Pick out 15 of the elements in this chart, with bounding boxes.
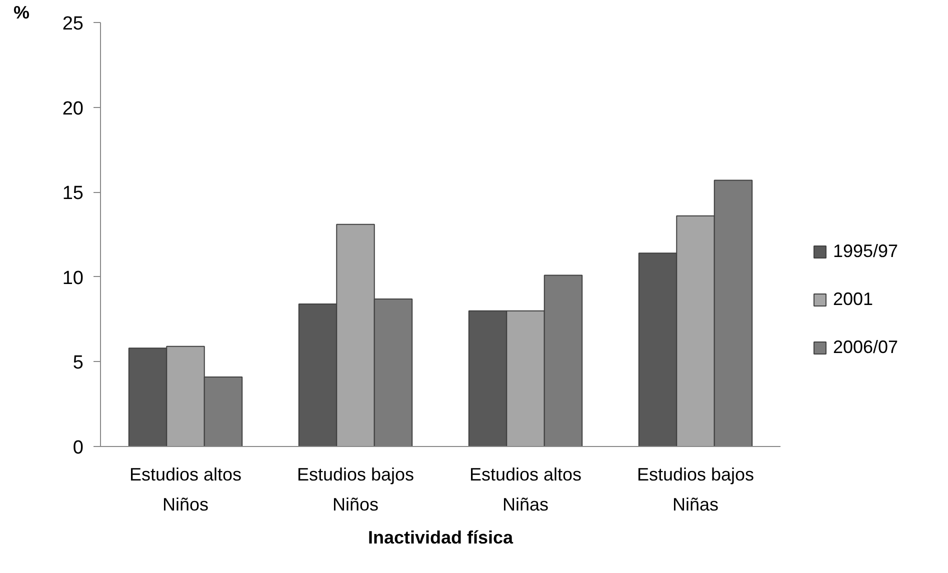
x-tick-label: Estudios bajos Niñas — [636, 464, 754, 514]
y-tick-label: 10 — [62, 268, 84, 289]
y-tick-label: 5 — [72, 352, 84, 374]
x-tick-label: Estudios altos Niñas — [469, 464, 582, 514]
y-tick-label: 0 — [72, 438, 84, 458]
x-axis-title: Inactividad física — [368, 528, 514, 548]
y-axis-title: % — [14, 2, 30, 22]
y-tick-label: 15 — [62, 183, 84, 204]
legend-label: 1995/97 — [833, 241, 898, 262]
x-tick-label: Estudios altos Niños — [129, 464, 242, 514]
y-tick-label: 20 — [62, 98, 84, 120]
y-tick-label: 25 — [62, 14, 84, 34]
x-tick-label: Estudios bajos Niños — [296, 464, 414, 514]
legend-label: 2006/07 — [833, 337, 898, 358]
legend-label: 2001 — [833, 289, 874, 310]
